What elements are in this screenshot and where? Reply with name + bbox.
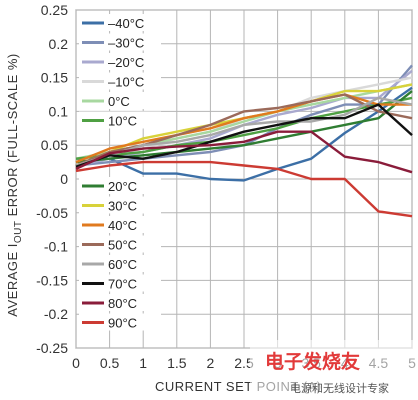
- x-tick-label: 0.5: [100, 355, 120, 371]
- y-tick-labels: 0.25 0.2 0.15 0.1 0.05 0 -0.05 -0.1 -0.15 -0.2 -0.…: [36, 2, 68, 356]
- legend-item: 10°C: [79, 111, 161, 129]
- y-tick-label: 0: [60, 171, 68, 187]
- legend-item: 40°C: [79, 216, 161, 233]
- legend-label: 0°C: [108, 94, 130, 109]
- legend-item: –20°C: [79, 53, 161, 70]
- x-tick-label: 1: [139, 355, 147, 371]
- legend-item: 20°C: [79, 177, 161, 194]
- legend-item-backdrop: [79, 14, 161, 31]
- x-tick-label: 0: [72, 355, 80, 371]
- y-tick-label: -0.2: [44, 306, 68, 322]
- y-tick-label: -0.25: [36, 340, 68, 356]
- legend-item: –30°C: [79, 33, 161, 51]
- legend-item-backdrop: [79, 53, 161, 70]
- y-axis-label-post: ERROR (FULL-SCALE %): [5, 53, 20, 220]
- legend-item: 70°C: [79, 274, 161, 292]
- y-tick-label: 0.05: [41, 137, 68, 153]
- y-tick-label: 0.25: [41, 2, 68, 18]
- legend-item-backdrop: [79, 33, 161, 51]
- watermark: 电子发烧友 电源和无线设计专家: [250, 340, 416, 398]
- legend-item-backdrop: [79, 216, 161, 233]
- legend-item: 90°C: [79, 313, 161, 331]
- x-tick-label: 1.5: [167, 355, 187, 371]
- legend-item: 50°C: [79, 235, 161, 253]
- legend-label: 30°C: [108, 199, 137, 214]
- legend-item-backdrop: [79, 72, 161, 90]
- legend-item: –40°C: [79, 14, 161, 31]
- legend-item-backdrop: [79, 274, 161, 292]
- legend-item-backdrop: [79, 177, 161, 194]
- series-line: [75, 93, 412, 164]
- watermark-subtitle: 电源和无线设计专家: [290, 381, 389, 395]
- series-line: [75, 103, 413, 168]
- legend-item-backdrop: [79, 255, 161, 272]
- legend-item-backdrop: [79, 294, 161, 311]
- x-tick-label: 2.5: [234, 355, 254, 371]
- series-line: [75, 160, 413, 218]
- legend: –40°C –30°C –20°C –10°C 0°C 10°C 20°C 30°C 40°C 5…: [79, 14, 161, 331]
- legend-item-backdrop: [79, 111, 161, 129]
- series-line: [75, 96, 413, 167]
- y-tick-label: -0.15: [36, 272, 68, 288]
- series-lines: [75, 64, 413, 218]
- legend-label: 60°C: [108, 257, 137, 272]
- legend-label: 80°C: [108, 296, 137, 311]
- legend-label: 70°C: [108, 277, 137, 292]
- watermark-backdrop: [250, 340, 416, 398]
- legend-item: 60°C: [79, 255, 161, 272]
- legend-label: –30°C: [108, 36, 144, 51]
- y-axis-label-pre: AVERAGE I: [5, 243, 20, 317]
- legend-label: 10°C: [108, 114, 137, 129]
- y-tick-label: 0.15: [41, 70, 68, 86]
- y-tick-label: 0.2: [49, 36, 69, 52]
- legend-item: 30°C: [79, 196, 161, 214]
- legend-label: –10°C: [108, 75, 144, 90]
- y-tick-label: -0.1: [44, 239, 68, 255]
- x-tick-label: 2: [207, 355, 215, 371]
- legend-label: 40°C: [108, 218, 137, 233]
- legend-label: 90°C: [108, 316, 137, 331]
- legend-label: –20°C: [108, 55, 144, 70]
- legend-item-backdrop: [79, 313, 161, 331]
- y-tick-label: -0.05: [36, 205, 68, 221]
- legend-item: 0°C: [79, 92, 161, 109]
- y-tick-label: 0.1: [49, 103, 69, 119]
- watermark-title: 电子发烧友: [265, 350, 360, 373]
- series-line: [75, 130, 413, 174]
- legend-item-backdrop: [79, 92, 161, 109]
- legend-item-backdrop: [79, 196, 161, 214]
- series-line: [76, 86, 413, 182]
- legend-label: 50°C: [108, 238, 137, 253]
- legend-item: 80°C: [79, 294, 161, 311]
- y-axis-label: AVERAGE IOUT ERROR (FULL-SCALE %): [5, 53, 24, 316]
- legend-label: –40°C: [108, 16, 144, 31]
- legend-item-backdrop: [79, 235, 161, 253]
- legend-label: 20°C: [108, 179, 137, 194]
- y-axis-label-sub: OUT: [13, 221, 24, 244]
- legend-item: –10°C: [79, 72, 161, 90]
